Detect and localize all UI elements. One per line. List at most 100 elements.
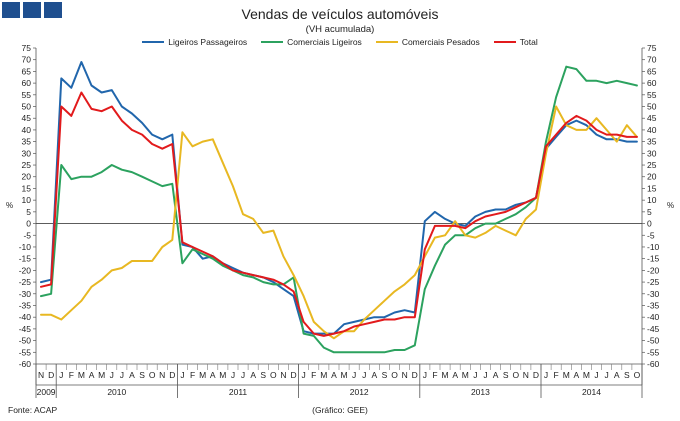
month-tick-label: J xyxy=(483,370,487,380)
y-tick-label-right: 70 xyxy=(647,55,657,65)
y-tick-label-right: -20 xyxy=(647,265,660,275)
month-tick-label: A xyxy=(331,370,337,380)
month-tick-label: S xyxy=(139,370,145,380)
month-tick-label: A xyxy=(250,370,256,380)
y-tick-label-right: -35 xyxy=(647,300,660,310)
y-tick-label-left: -55 xyxy=(19,347,32,357)
y-tick-label-right: 25 xyxy=(647,160,657,170)
y-tick-label-right: 40 xyxy=(647,125,657,135)
y-tick-label-right: 15 xyxy=(647,183,657,193)
y-tick-label-right: 55 xyxy=(647,90,657,100)
month-tick-label: O xyxy=(391,370,398,380)
y-tick-label-left: 35 xyxy=(22,137,32,147)
month-tick-label: M xyxy=(442,370,449,380)
month-tick-label: O xyxy=(149,370,156,380)
chart-subtitle: (VH acumulada) xyxy=(305,24,375,35)
y-tick-label-left: -30 xyxy=(19,289,32,299)
month-tick-label: D xyxy=(412,370,418,380)
y-tick-label-right: 65 xyxy=(647,66,657,76)
month-tick-label: M xyxy=(462,370,469,380)
month-tick-label: N xyxy=(523,370,529,380)
y-axis-title-right: % xyxy=(667,201,675,210)
month-tick-label: M xyxy=(98,370,105,380)
month-tick-label: J xyxy=(423,370,427,380)
y-tick-label-left: -10 xyxy=(19,242,32,252)
series-line-comerciais-pesados xyxy=(40,105,638,340)
y-tick-label-left: 40 xyxy=(22,125,32,135)
y-tick-label-left: -20 xyxy=(19,265,32,275)
y-tick-label-left: -40 xyxy=(19,312,32,322)
legend-item-total: Total xyxy=(493,37,538,47)
y-tick-label-left: 45 xyxy=(22,113,32,123)
month-tick-label: F xyxy=(190,370,195,380)
y-tick-label-right: -45 xyxy=(647,324,660,334)
month-tick-label: A xyxy=(614,370,620,380)
legend-item-comerciais-ligeiros: Comerciais Ligeiros xyxy=(261,37,362,47)
y-tick-label-left: 25 xyxy=(22,160,32,170)
y-tick-label-left: 15 xyxy=(22,183,32,193)
series-line-comerciais-ligeiros xyxy=(40,65,638,354)
month-tick-label: O xyxy=(512,370,519,380)
month-tick-label: J xyxy=(594,370,598,380)
y-tick-label-left: -60 xyxy=(19,359,32,369)
y-tick-label-right: -5 xyxy=(647,230,655,240)
y-tick-label-left: -5 xyxy=(23,230,31,240)
y-tick-label-left: -50 xyxy=(19,336,32,346)
y-tick-label-left: 5 xyxy=(26,207,31,217)
y-tick-label-left: -35 xyxy=(19,300,32,310)
y-tick-label-left: 70 xyxy=(22,55,32,65)
month-tick-label: M xyxy=(78,370,85,380)
month-tick-label: A xyxy=(89,370,95,380)
year-tick-label: 2010 xyxy=(107,387,126,397)
month-tick-label: J xyxy=(362,370,366,380)
month-tick-label: J xyxy=(120,370,124,380)
y-tick-label-left: 75 xyxy=(22,43,32,53)
y-tick-label-left: 0 xyxy=(26,219,31,229)
y-tick-label-right: -25 xyxy=(647,277,660,287)
month-tick-label: F xyxy=(554,370,559,380)
legend-swatch xyxy=(261,40,284,44)
legend-item-ligeiros-passageiros: Ligeiros Passageiros xyxy=(142,37,247,47)
month-tick-label: J xyxy=(352,370,356,380)
month-tick-label: J xyxy=(302,370,306,380)
y-tick-label-right: 45 xyxy=(647,113,657,123)
month-tick-label: M xyxy=(320,370,327,380)
y-tick-label-left: -15 xyxy=(19,254,32,264)
legend-swatch xyxy=(375,40,398,44)
month-tick-label: J xyxy=(180,370,184,380)
month-tick-label: A xyxy=(574,370,580,380)
month-tick-label: S xyxy=(503,370,509,380)
y-tick-label-right: -55 xyxy=(647,347,660,357)
month-tick-label: S xyxy=(260,370,266,380)
month-tick-label: S xyxy=(624,370,630,380)
month-tick-label: N xyxy=(159,370,165,380)
legend-label: Total xyxy=(519,37,538,47)
month-tick-label: S xyxy=(382,370,388,380)
series-line-ligeiros-passageiros xyxy=(40,61,638,335)
month-tick-label: O xyxy=(634,370,641,380)
month-tick-label: J xyxy=(231,370,235,380)
y-tick-label-right: 35 xyxy=(647,137,657,147)
y-tick-label-left: 10 xyxy=(22,195,32,205)
month-tick-label: N xyxy=(280,370,286,380)
legend-item-comerciais-pesados: Comerciais Pesados xyxy=(375,37,480,47)
month-tick-label: M xyxy=(199,370,206,380)
y-tick-label-right: 50 xyxy=(647,102,657,112)
month-tick-label: J xyxy=(110,370,114,380)
chart-legend: Ligeiros Passageiros Comerciais Ligeiros… xyxy=(0,37,680,47)
month-tick-label: F xyxy=(69,370,74,380)
month-tick-label: J xyxy=(473,370,477,380)
year-tick-label: 2009 xyxy=(37,387,56,397)
month-tick-label: J xyxy=(544,370,548,380)
y-tick-label-right: 10 xyxy=(647,195,657,205)
logo-square xyxy=(2,2,20,18)
logo-square xyxy=(44,2,62,18)
legend-swatch xyxy=(142,40,165,44)
month-tick-label: F xyxy=(311,370,316,380)
y-tick-label-left: 60 xyxy=(22,78,32,88)
y-tick-label-right: -40 xyxy=(647,312,660,322)
month-tick-label: J xyxy=(241,370,245,380)
month-tick-label: N xyxy=(402,370,408,380)
series-line-total xyxy=(40,91,638,337)
